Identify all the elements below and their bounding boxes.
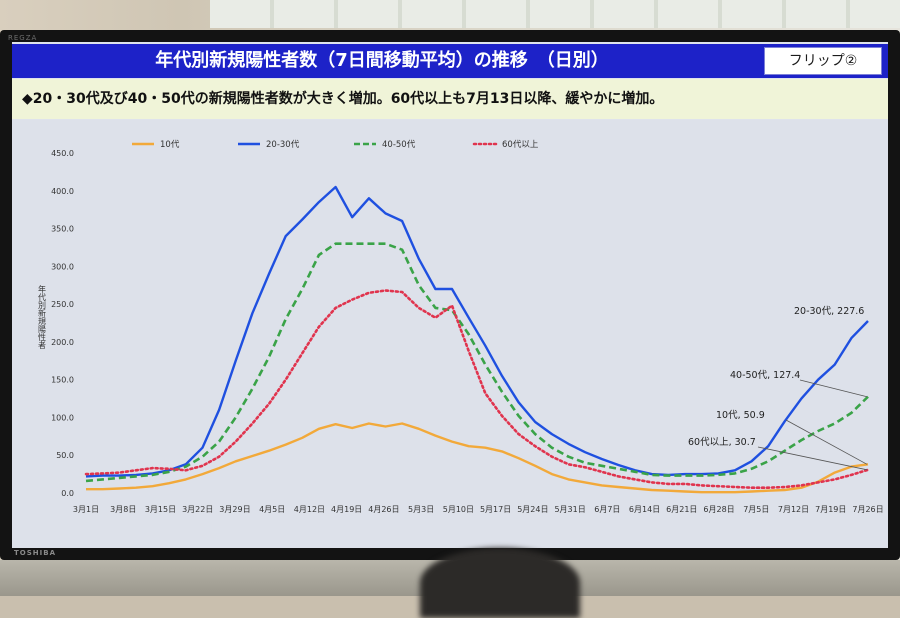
tv-brand-bottom: TOSHIBA <box>14 549 56 557</box>
x-tick-label: 5月10日 <box>443 505 474 514</box>
x-tick-label: 7月26日 <box>852 505 883 514</box>
x-tick-label: 7月5日 <box>743 505 769 514</box>
y-tick-label: 200.0 <box>51 338 74 347</box>
y-tick-label: 0.0 <box>61 489 74 498</box>
leader-line <box>757 446 868 471</box>
slide-title-bar: 年代別新規陽性者数（7日間移動平均）の推移 （日別） フリップ② <box>12 44 888 78</box>
data-label: 10代, 50.9 <box>716 410 765 421</box>
x-tick-label: 3月29日 <box>219 505 250 514</box>
series-line <box>85 185 869 478</box>
x-tick-label: 6月14日 <box>629 505 660 514</box>
x-tick-label: 3月22日 <box>182 505 213 514</box>
legend-label: 60代以上 <box>502 139 539 150</box>
slide-subtitle: ◆20・30代及び40・50代の新規陽性者数が大きく増加。60代以上も7月13日… <box>22 91 664 107</box>
x-tick-label: 4月19日 <box>331 505 362 514</box>
x-tick-label: 6月21日 <box>666 505 697 514</box>
y-tick-label: 400.0 <box>51 187 74 196</box>
line-chart: 0.0 50.0 100.0 150.0 200.0 250.0 300.0 350.0 400… <box>38 139 884 514</box>
y-tick-label: 50.0 <box>56 451 74 460</box>
data-label: 40-50代, 127.4 <box>730 370 800 381</box>
legend-label: 40-50代 <box>382 139 416 150</box>
data-label: 60代以上, 30.7 <box>688 437 756 448</box>
x-tick-label: 6月28日 <box>703 505 734 514</box>
tv-screen: 年代別新規陽性者数（7日間移動平均）の推移 （日別） フリップ② ◆20・30代… <box>12 42 888 548</box>
series-line <box>85 242 869 483</box>
window-blinds <box>210 0 900 28</box>
series-line <box>86 422 869 494</box>
slide-title: 年代別新規陽性者数（7日間移動平均）の推移 （日別） <box>155 50 609 71</box>
x-tick-label: 3月8日 <box>110 505 136 514</box>
flip-label: フリップ② <box>764 47 882 75</box>
x-tick-label: 7月12日 <box>778 505 809 514</box>
x-tick-label: 6月7日 <box>594 505 620 514</box>
x-tick-label: 4月5日 <box>259 505 285 514</box>
x-tick-label: 5月31日 <box>554 505 585 514</box>
y-tick-label: 450.0 <box>51 149 74 158</box>
x-tick-label: 5月24日 <box>517 505 548 514</box>
legend-label: 20-30代 <box>266 139 300 150</box>
x-tick-label: 4月12日 <box>294 505 325 514</box>
x-tick-label: 4月26日 <box>368 505 399 514</box>
data-label: 20-30代, 227.6 <box>794 306 864 317</box>
x-tick-label: 5月17日 <box>480 505 511 514</box>
x-tick-label: 3月1日 <box>73 505 99 514</box>
audience-head <box>420 548 580 618</box>
leader-line <box>799 379 868 398</box>
leader-line <box>785 419 868 465</box>
legend-label: 10代 <box>160 139 180 150</box>
y-axis-label: 年代別新規陽性者 <box>38 284 47 350</box>
series-line <box>84 289 870 490</box>
y-tick-label: 150.0 <box>51 376 74 385</box>
y-tick-label: 100.0 <box>51 413 74 422</box>
x-tick-label: 3月15日 <box>145 505 176 514</box>
x-tick-label: 5月3日 <box>408 505 434 514</box>
x-tick-label: 7月19日 <box>815 505 846 514</box>
y-tick-label: 350.0 <box>51 225 74 234</box>
y-tick-label: 250.0 <box>51 300 74 309</box>
y-tick-label: 300.0 <box>51 262 74 271</box>
slide-subtitle-bar: ◆20・30代及び40・50代の新規陽性者数が大きく増加。60代以上も7月13日… <box>12 79 888 119</box>
plot-area: 0.0 50.0 100.0 150.0 200.0 250.0 300.0 350.0 400… <box>12 120 888 548</box>
tv-brand-top: REGZA <box>8 34 38 42</box>
